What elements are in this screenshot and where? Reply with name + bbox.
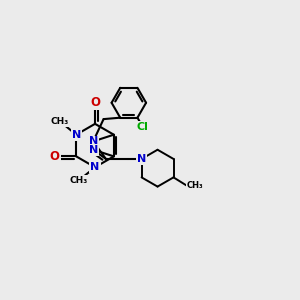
Text: N: N	[72, 130, 81, 140]
Text: N: N	[88, 136, 98, 146]
Text: Cl: Cl	[137, 122, 148, 132]
Text: CH₃: CH₃	[187, 181, 203, 190]
Text: CH₃: CH₃	[70, 176, 88, 185]
Text: O: O	[50, 150, 60, 163]
Text: O: O	[90, 96, 100, 109]
Text: CH₃: CH₃	[51, 117, 69, 126]
Text: N: N	[137, 154, 146, 164]
Text: N: N	[90, 162, 100, 172]
Text: N: N	[88, 145, 98, 155]
